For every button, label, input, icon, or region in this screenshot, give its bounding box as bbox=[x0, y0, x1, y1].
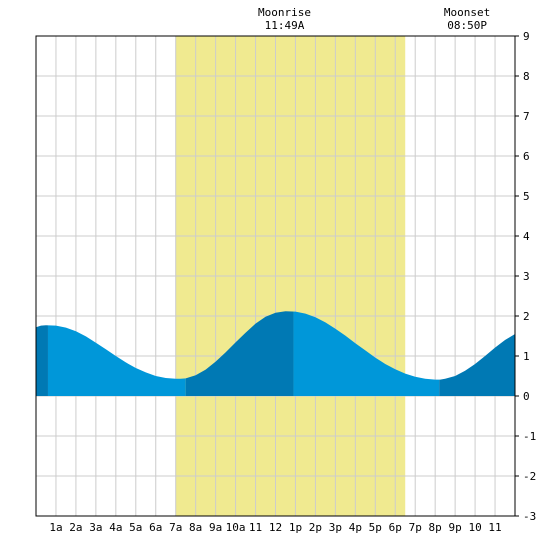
y-tick-label: 9 bbox=[523, 30, 530, 43]
x-tick-label: 1p bbox=[289, 521, 302, 534]
x-tick-label: 5p bbox=[369, 521, 382, 534]
x-tick-label: 6p bbox=[389, 521, 402, 534]
x-axis: 1a 2a 3a 4a 5a 6a 7a 8a 9a 10a 11 12 1p 2p 3p 4p 5p 6p 7p 8… bbox=[49, 521, 501, 534]
y-tick-label: 5 bbox=[523, 190, 530, 203]
y-tick-label: -1 bbox=[523, 430, 536, 443]
annotation-time: 11:49A bbox=[265, 19, 305, 32]
x-tick-label: 4p bbox=[349, 521, 362, 534]
y-tick-label: -2 bbox=[523, 470, 536, 483]
x-tick-label: 7p bbox=[409, 521, 422, 534]
y-tick-label: 6 bbox=[523, 150, 530, 163]
x-tick-label: 9p bbox=[449, 521, 462, 534]
y-tick-label: 2 bbox=[523, 310, 530, 323]
x-tick-label: 6a bbox=[149, 521, 162, 534]
x-tick-label: 4a bbox=[109, 521, 122, 534]
y-tick-label: 1 bbox=[523, 350, 530, 363]
annotation-title: Moonrise bbox=[258, 6, 311, 19]
y-tick-label: 3 bbox=[523, 270, 530, 283]
tide-band-dark bbox=[36, 311, 48, 396]
y-axis: -3 -2 -1 0 1 2 3 4 5 6 7 8 9 bbox=[515, 30, 536, 523]
x-tick-label: 1a bbox=[49, 521, 62, 534]
grid-lines bbox=[36, 35, 515, 517]
y-tick-label: 4 bbox=[523, 230, 530, 243]
x-tick-label: 10 bbox=[468, 521, 481, 534]
x-tick-label: 5a bbox=[129, 521, 142, 534]
x-tick-label: 8p bbox=[429, 521, 442, 534]
x-tick-label: 11 bbox=[249, 521, 262, 534]
x-tick-label: 12 bbox=[269, 521, 282, 534]
x-tick-label: 3p bbox=[329, 521, 342, 534]
y-tick-label: 0 bbox=[523, 390, 530, 403]
x-tick-label: 9a bbox=[209, 521, 222, 534]
x-tick-label: 2a bbox=[69, 521, 82, 534]
y-tick-label: 8 bbox=[523, 70, 530, 83]
x-tick-label: 8a bbox=[189, 521, 202, 534]
x-tick-label: 11 bbox=[488, 521, 501, 534]
x-tick-label: 10a bbox=[226, 521, 246, 534]
y-tick-label: -3 bbox=[523, 510, 536, 523]
annotation-time: 08:50P bbox=[447, 19, 487, 32]
x-tick-label: 2p bbox=[309, 521, 322, 534]
x-tick-label: 7a bbox=[169, 521, 182, 534]
y-tick-label: 7 bbox=[523, 110, 530, 123]
annotation-title: Moonset bbox=[444, 6, 490, 19]
x-tick-label: 3a bbox=[89, 521, 102, 534]
